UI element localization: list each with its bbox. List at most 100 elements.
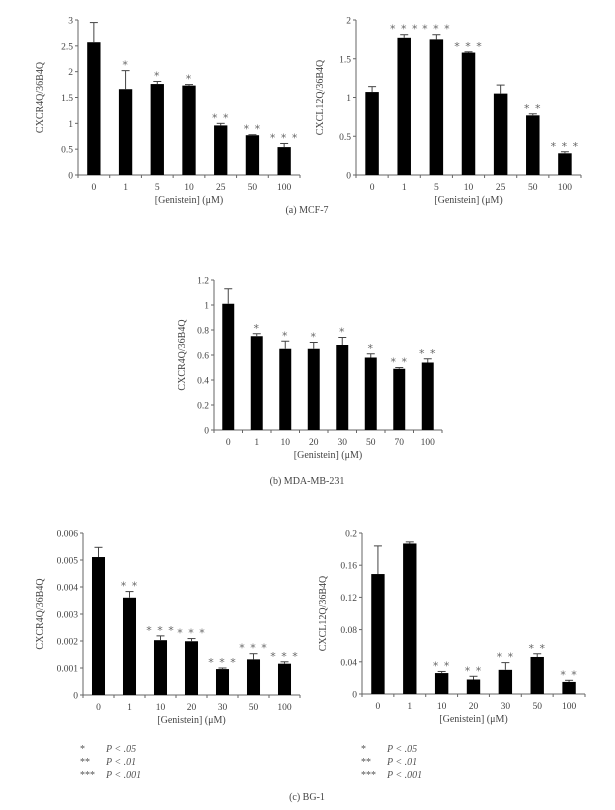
bar xyxy=(393,368,406,430)
y-tick-label: 2 xyxy=(68,68,73,78)
significance-marker: * * * xyxy=(390,23,419,36)
bar xyxy=(122,597,137,695)
x-tick-label: 50 xyxy=(249,703,259,713)
svg-text:***: *** xyxy=(361,770,376,781)
chart-a-right: 0 0.5 1 1.5 2 0 * * * 1 * * * 5 * * * 10 25 * * 50 * * … xyxy=(315,17,582,206)
y-tick-label: 0.005 xyxy=(57,557,79,567)
y-tick-label: 0.2 xyxy=(345,530,357,540)
y-tick-label: 0.04 xyxy=(340,658,357,668)
bar xyxy=(215,669,230,695)
significance-marker: * xyxy=(368,342,375,355)
significance-marker: * * xyxy=(465,664,483,677)
significance-marker: * * * xyxy=(270,650,299,663)
y-tick-label: 2 xyxy=(346,17,351,27)
x-tick-label: 100 xyxy=(421,438,436,448)
significance-marker: * * xyxy=(524,102,542,115)
x-tick-label: 1 xyxy=(254,438,259,448)
y-tick-label: 0.2 xyxy=(197,402,209,412)
y-tick-label: 1 xyxy=(204,302,209,312)
svg-text:P < .001: P < .001 xyxy=(386,770,422,781)
bar xyxy=(118,89,133,175)
x-axis-title: [Genistein] (μM) xyxy=(155,195,223,206)
x-tick-label: 1 xyxy=(407,702,412,712)
y-tick-label: 0 xyxy=(346,172,351,182)
y-tick-label: 0.8 xyxy=(197,327,209,337)
significance-marker: * xyxy=(254,322,261,335)
x-tick-label: 70 xyxy=(395,438,405,448)
y-tick-label: 0.001 xyxy=(57,665,79,675)
svg-text:**: ** xyxy=(80,757,90,768)
bar xyxy=(530,656,544,694)
x-tick-label: 30 xyxy=(338,438,348,448)
significance-marker: * * xyxy=(212,111,230,124)
significance-marker: * * * xyxy=(146,624,175,637)
bar xyxy=(403,543,417,694)
significance-marker: * * * xyxy=(208,656,237,669)
bar xyxy=(245,135,260,175)
bar xyxy=(91,557,106,695)
significance-marker: * * * xyxy=(422,23,451,36)
x-tick-label: 0 xyxy=(370,183,375,193)
bar xyxy=(421,362,434,430)
y-tick-label: 0.006 xyxy=(57,530,79,540)
y-tick-label: 0.16 xyxy=(340,562,357,572)
chart-b: 0 0.2 0.4 0.6 0.8 1 1.2 0 * 1 * 10 * 20 * 30 * 50 * * 70 * *… xyxy=(177,277,443,461)
y-axis-title: CXCL12Q/36B4Q xyxy=(318,575,329,651)
significance-marker: * * * xyxy=(454,40,483,53)
bar xyxy=(246,659,261,695)
x-tick-label: 0 xyxy=(226,438,231,448)
x-axis-title: [Genistein] (μM) xyxy=(439,714,507,725)
svg-text:**: ** xyxy=(361,757,371,768)
x-tick-label: 25 xyxy=(216,183,226,193)
x-tick-label: 0 xyxy=(96,703,101,713)
x-tick-label: 100 xyxy=(277,183,292,193)
x-tick-label: 5 xyxy=(434,183,439,193)
x-tick-label: 20 xyxy=(187,703,197,713)
x-tick-label: 100 xyxy=(277,703,292,713)
y-tick-label: 0.003 xyxy=(57,611,79,621)
x-tick-label: 0 xyxy=(376,702,381,712)
y-tick-label: 0.6 xyxy=(197,352,209,362)
x-tick-label: 50 xyxy=(248,183,258,193)
y-tick-label: 0.5 xyxy=(339,133,351,143)
bar xyxy=(277,147,291,175)
x-axis-title: [Genistein] (μM) xyxy=(434,195,502,206)
y-tick-label: 0.5 xyxy=(61,146,73,156)
svg-text:P < .01: P < .01 xyxy=(386,757,417,768)
significance-marker: * * * xyxy=(270,131,299,144)
y-axis-title: CXCR4Q/36B4Q xyxy=(35,61,46,133)
significance-marker: * xyxy=(339,326,346,339)
y-tick-label: 1 xyxy=(346,94,351,104)
x-tick-label: 0 xyxy=(91,183,96,193)
y-tick-label: 0.08 xyxy=(340,626,357,636)
significance-marker: * * xyxy=(433,659,451,672)
y-tick-label: 0 xyxy=(352,691,357,701)
svg-text:*: * xyxy=(361,744,366,755)
bar xyxy=(182,85,196,175)
caption-c: (c) BG-1 xyxy=(289,792,325,803)
x-tick-label: 20 xyxy=(469,702,479,712)
bar xyxy=(493,93,508,175)
significance-marker: * xyxy=(122,59,129,72)
chart-c-left: 0 0.001 0.002 0.003 0.004 0.005 0.006 0 * * 1 * * … xyxy=(35,530,301,726)
significance-legend-right: * P < .05 ** P < .01 *** P < .001 xyxy=(361,744,422,781)
x-tick-label: 10 xyxy=(184,183,194,193)
bar xyxy=(307,348,320,430)
y-tick-label: 0.002 xyxy=(57,638,79,648)
x-tick-label: 100 xyxy=(562,702,577,712)
bar xyxy=(184,641,199,695)
x-tick-label: 1 xyxy=(127,703,132,713)
y-tick-label: 0 xyxy=(73,692,78,702)
significance-marker: * * xyxy=(419,347,437,360)
bar xyxy=(222,303,235,430)
significance-marker: * xyxy=(282,329,289,342)
bar xyxy=(365,92,379,175)
caption-b: (b) MDA-MB-231 xyxy=(270,476,345,487)
bar xyxy=(87,42,101,175)
y-tick-label: 1.2 xyxy=(197,277,209,287)
x-tick-label: 1 xyxy=(123,183,128,193)
significance-marker: * * * xyxy=(551,140,580,153)
significance-marker: * * xyxy=(497,651,515,664)
significance-legend-left: * P < .05 ** P < .01 *** P < .001 xyxy=(80,744,141,781)
